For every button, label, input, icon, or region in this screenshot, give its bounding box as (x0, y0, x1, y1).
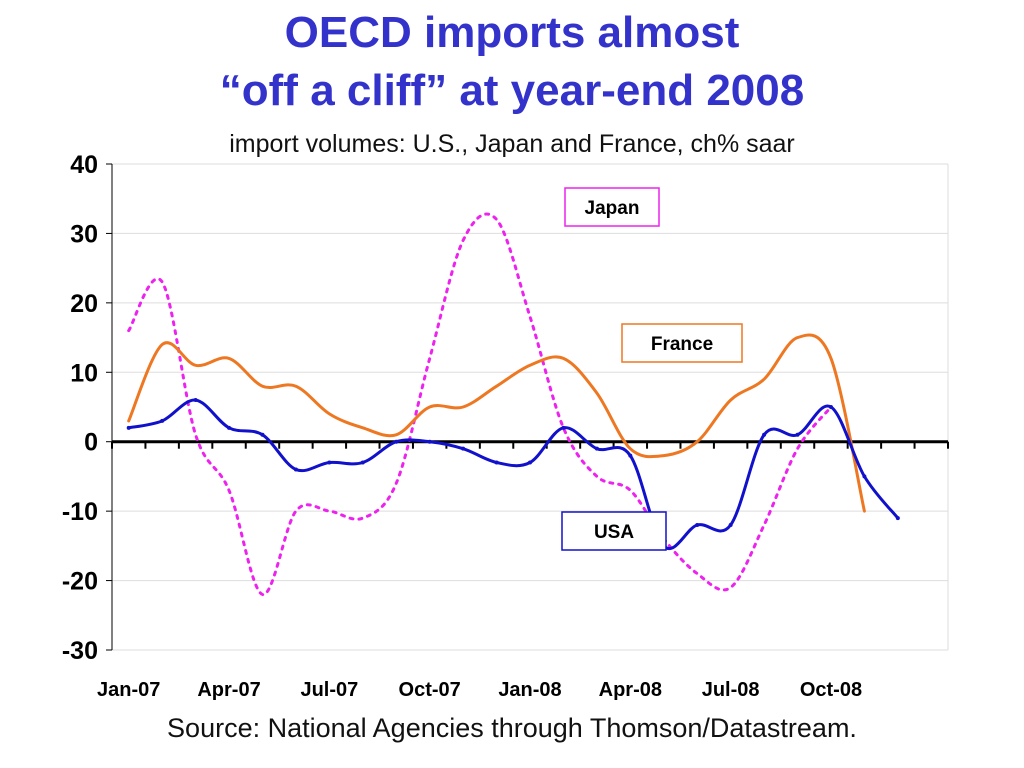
y-tick-label: 10 (70, 359, 98, 387)
label-box-japan (564, 187, 660, 227)
data-point-usa (394, 439, 399, 444)
data-point-usa (561, 425, 566, 430)
data-point-usa (427, 439, 432, 444)
series-line-japan (127, 212, 833, 596)
data-point-usa (193, 398, 198, 403)
series-label-usa: USA (594, 522, 634, 543)
x-tick-label: Jul-08 (702, 679, 760, 701)
x-tick-label: Oct-07 (399, 679, 461, 701)
data-point-usa (126, 425, 131, 430)
data-point-usa (828, 405, 833, 409)
data-point-usa (494, 460, 499, 465)
y-tick-label: -30 (62, 637, 98, 665)
axes: -30 -20 -10 0 10 20 30 40 Jan-07 Apr-07 Jul-07 Oct-… (62, 151, 949, 701)
series-label-france: France (651, 334, 713, 355)
data-point-usa (728, 523, 733, 528)
label-box-france (621, 323, 743, 363)
data-point-usa (594, 446, 599, 451)
chart-title-line-1: OECD imports almost (284, 8, 740, 57)
data-point-usa (160, 418, 165, 423)
y-tick-label: 20 (70, 290, 98, 318)
data-point-usa (795, 432, 800, 437)
x-tick-label: Oct-08 (800, 679, 862, 701)
gridlines (112, 163, 949, 651)
series-lines (126, 212, 900, 596)
series-line-usa (127, 398, 900, 550)
x-tick-label: Apr-08 (599, 679, 662, 701)
x-tick-label: Apr-07 (197, 679, 260, 701)
y-tick-label: -20 (62, 568, 98, 596)
y-tick-label: 0 (84, 429, 98, 457)
y-tick-label: 40 (70, 151, 98, 179)
data-point-usa (528, 460, 532, 465)
y-tick-label: 30 (70, 220, 98, 248)
data-point-usa (327, 460, 332, 465)
chart-subtitle: import volumes: U.S., Japan and France, … (229, 130, 795, 158)
data-point-usa (360, 460, 365, 465)
data-point-usa (293, 467, 298, 472)
label-box-usa (561, 511, 667, 551)
data-point-usa (695, 523, 700, 528)
series-line-france (127, 333, 866, 513)
data-point-usa (628, 453, 633, 458)
data-point-usa (227, 425, 232, 430)
series-label-japan: Japan (585, 198, 640, 219)
x-tick-label: Jan-07 (97, 679, 160, 701)
x-tick-label: Jan-08 (498, 679, 561, 701)
data-point-usa (762, 432, 767, 437)
data-point-usa (260, 432, 265, 437)
chart-title-line-2: “off a cliff” at year-end 2008 (219, 66, 805, 115)
y-tick-label: -10 (62, 498, 98, 526)
series-labels: Japan France USA (561, 187, 743, 551)
data-point-usa (862, 474, 867, 479)
data-point-usa (461, 446, 466, 451)
data-point-usa (895, 516, 900, 521)
source-note: Source: National Agencies through Thomso… (167, 713, 857, 743)
x-tick-label: Jul-07 (300, 679, 358, 701)
